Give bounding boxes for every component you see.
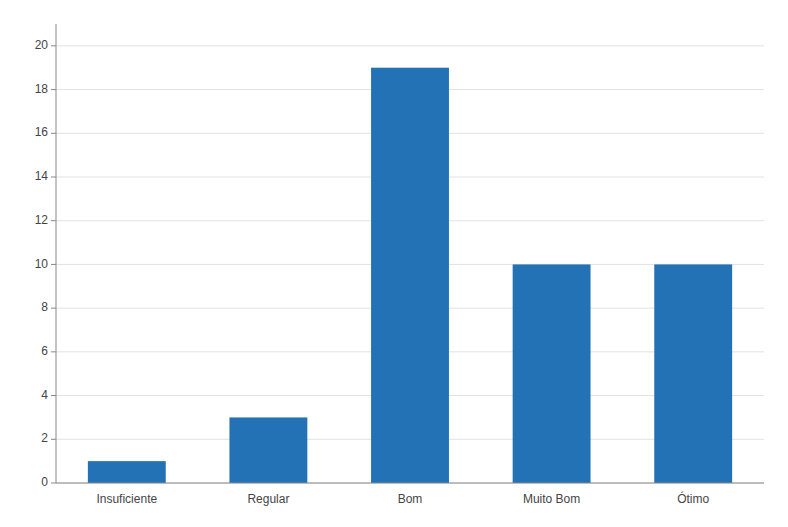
y-tick (51, 45, 56, 46)
y-tick (51, 89, 56, 90)
bar (513, 264, 591, 483)
y-tick (51, 264, 56, 265)
y-tick-label: 6 (41, 344, 48, 358)
y-tick-label: 2 (41, 431, 48, 445)
y-tick (51, 439, 56, 440)
y-tick (51, 177, 56, 178)
x-tick-label: Ótimo (677, 491, 709, 506)
y-tick-label: 20 (35, 38, 49, 52)
y-tick-label: 18 (35, 82, 49, 96)
y-tick-label: 14 (35, 169, 49, 183)
y-tick-label: 4 (41, 388, 48, 402)
chart-svg: 0 2 4 6 8 10 12 14 16 18 20 Insuficiente Regular Bom M… (0, 0, 788, 527)
y-tick (51, 483, 56, 484)
y-axis-line (56, 24, 57, 483)
grid-line (56, 45, 764, 46)
y-tick (51, 133, 56, 134)
bar (88, 461, 166, 483)
y-tick-label: 10 (35, 257, 49, 271)
y-tick (51, 220, 56, 221)
x-axis-line (56, 483, 764, 484)
bar (654, 264, 732, 483)
y-tick (51, 351, 56, 352)
y-tick-label: 16 (35, 125, 49, 139)
chart-container: 0 2 4 6 8 10 12 14 16 18 20 Insuficiente Regular Bom M… (0, 0, 788, 527)
y-tick-label: 8 (41, 300, 48, 314)
y-axis: 0 2 4 6 8 10 12 14 16 18 20 (35, 24, 56, 489)
y-tick-label: 12 (35, 213, 49, 227)
grid-line (56, 483, 764, 484)
y-tick-label: 0 (41, 475, 48, 489)
y-tick (51, 395, 56, 396)
x-tick-label: Insuficiente (96, 492, 157, 506)
y-tick (51, 308, 56, 309)
bars (88, 68, 732, 483)
x-tick-label: Bom (398, 492, 423, 506)
bar (229, 417, 307, 483)
bar (371, 68, 449, 483)
x-axis: Insuficiente Regular Bom Muito Bom Ótimo (56, 483, 764, 506)
x-tick-label: Muito Bom (523, 492, 580, 506)
x-tick-label: Regular (247, 492, 289, 506)
y-grid (56, 46, 764, 483)
